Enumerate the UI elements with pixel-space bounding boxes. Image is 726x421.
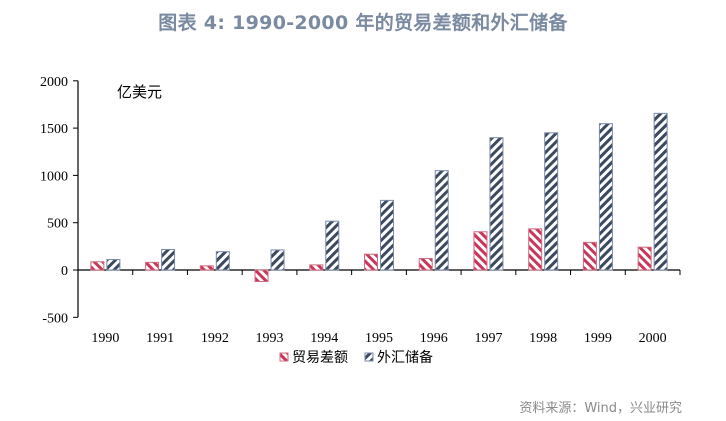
bar-trade-balance	[528, 228, 543, 271]
x-tick-label: 1993	[256, 331, 284, 346]
bar-trade-balance	[254, 269, 269, 283]
bar-trade-balance	[145, 261, 160, 271]
x-tick-label: 1992	[201, 331, 229, 346]
source-note: 资料来源：Wind，兴业研究	[519, 401, 682, 416]
axes: -500 0 500 1000 1500 2000 1990 1991 1992 1993 1994…	[40, 75, 681, 346]
bar-fx-reserves	[434, 170, 449, 271]
bars	[90, 112, 668, 283]
bar-trade-balance	[90, 261, 105, 271]
bar-trade-balance	[418, 257, 433, 271]
bar-fx-reserves	[161, 248, 176, 271]
bar-fx-reserves	[489, 137, 504, 271]
x-tick-label: 1997	[474, 331, 502, 346]
bar-fx-reserves	[544, 132, 559, 271]
y-tick-label: 1500	[40, 122, 68, 137]
x-tick-label: 1996	[420, 331, 448, 346]
x-tick-label: 1999	[584, 331, 612, 346]
bar-fx-reserves	[325, 220, 340, 271]
legend-swatch-fx-reserves	[364, 352, 374, 362]
bar-trade-balance	[637, 246, 652, 271]
x-tick-label: 1998	[529, 331, 557, 346]
y-tick-label: 500	[47, 217, 68, 232]
x-tick-label: 1994	[310, 331, 338, 346]
y-tick-label: 2000	[40, 75, 68, 90]
x-tick-label: 1990	[91, 331, 119, 346]
bar-trade-balance	[473, 231, 488, 271]
bar-fx-reserves	[380, 199, 394, 271]
bar-fx-reserves	[653, 112, 668, 271]
y-tick-label: 0	[61, 264, 68, 279]
bar-fx-reserves	[270, 249, 285, 271]
legend: 贸易差额 外汇储备	[279, 349, 433, 366]
legend-swatch-trade-balance	[279, 352, 289, 362]
legend-label: 贸易差额	[292, 350, 348, 366]
bar-trade-balance	[199, 265, 214, 271]
bar-trade-balance	[309, 264, 324, 271]
x-tick-label: 1995	[365, 331, 393, 346]
bar-chart: -500 0 500 1000 1500 2000 1990 1991 1992 1993 1994…	[40, 75, 681, 366]
x-tick-label: 2000	[639, 331, 667, 346]
bar-fx-reserves	[598, 123, 613, 271]
chart-title: 图表 4: 1990-2000 年的贸易差额和外汇储备	[158, 12, 568, 34]
bar-fx-reserves	[106, 258, 121, 271]
bar-trade-balance	[582, 241, 597, 271]
unit-label: 亿美元	[117, 84, 162, 101]
y-tick-label: 1000	[40, 169, 68, 184]
y-tick-label: -500	[42, 311, 68, 326]
bar-fx-reserves	[215, 251, 230, 271]
x-tick-label: 1991	[146, 331, 174, 346]
legend-label: 外汇储备	[377, 349, 433, 366]
bar-trade-balance	[364, 253, 378, 271]
